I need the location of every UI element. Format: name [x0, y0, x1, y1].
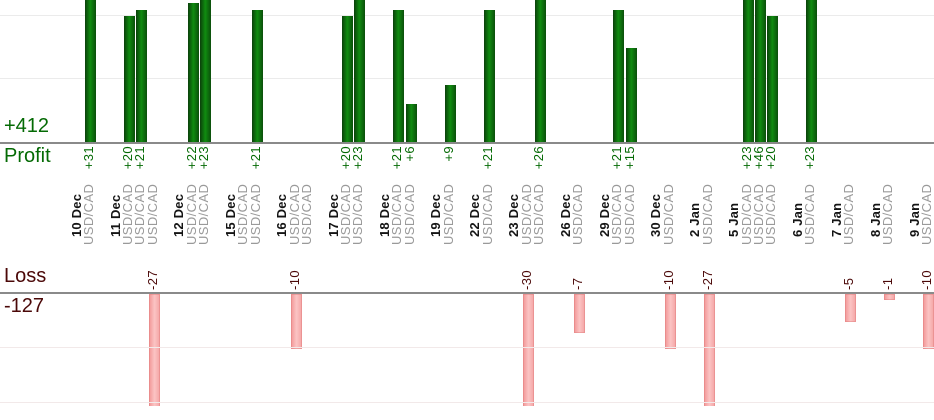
loss-plot-area — [0, 294, 934, 406]
profit-total: +412 — [4, 115, 50, 137]
trade-symbol-label: USD/CAD — [440, 183, 456, 245]
loss-value-label: -30 — [518, 270, 534, 290]
loss-bar — [290, 294, 302, 349]
profit-value-label: +31 — [80, 146, 96, 170]
trade-symbol-label: USD/CAD — [298, 183, 314, 245]
trade-symbol-label: USD/CAD — [401, 183, 417, 245]
loss-value-label: -10 — [286, 270, 302, 290]
profit-bar — [444, 85, 456, 142]
trade-symbol-label: USD/CAD — [660, 183, 676, 245]
profit-bar — [535, 0, 547, 142]
profit-value-label: +21 — [247, 146, 263, 170]
profit-plot-area — [0, 0, 934, 142]
profit-bar — [341, 16, 353, 142]
trade-symbol-label: USD/CAD — [144, 183, 160, 245]
trade-symbol-label: USD/CAD — [919, 183, 934, 245]
trade-symbol-label: USD/CAD — [841, 183, 857, 245]
profit-bar — [767, 16, 779, 142]
loss-axis-line — [0, 292, 934, 294]
loss-bar — [574, 294, 586, 333]
trade-symbol-label: USD/CAD — [621, 183, 637, 245]
trade-symbol-label: USD/CAD — [479, 183, 495, 245]
profit-value-label: +9 — [440, 146, 456, 162]
trade-symbol-label: USD/CAD — [350, 183, 366, 245]
profit-bar — [483, 9, 495, 142]
profit-bar — [625, 47, 637, 142]
trade-symbol-label: USD/CAD — [802, 183, 818, 245]
loss-value-label: -10 — [660, 270, 676, 290]
profit-bar — [84, 0, 96, 142]
profit-gridline — [0, 78, 934, 79]
profit-gridline — [0, 15, 934, 16]
loss-bar — [845, 294, 857, 322]
trade-symbol-label: USD/CAD — [699, 183, 715, 245]
profit-value-label: +23 — [196, 146, 212, 170]
profit-value-label: +23 — [350, 146, 366, 170]
profit-bar — [123, 16, 135, 142]
loss-value-label: -1 — [880, 277, 896, 290]
loss-value-label: -7 — [570, 277, 586, 290]
loss-bar — [148, 294, 160, 406]
loss-value-label: -27 — [699, 270, 715, 290]
loss-total: -127 — [4, 295, 45, 317]
profit-axis-line — [0, 142, 934, 144]
trade-symbol-label: USD/CAD — [247, 183, 263, 245]
profit-value-label: +23 — [802, 146, 818, 170]
loss-value-label: -27 — [144, 270, 160, 290]
profit-bar — [393, 9, 405, 142]
profit-bar — [742, 0, 754, 142]
trade-symbol-label: USD/CAD — [196, 183, 212, 245]
profit-value-label: +21 — [132, 146, 148, 170]
loss-gridline — [0, 402, 934, 403]
loss-bar — [664, 294, 676, 349]
profit-bar — [251, 9, 263, 142]
profit-value-label: +21 — [479, 146, 495, 170]
loss-bar — [522, 294, 534, 406]
trade-symbol-label: USD/CAD — [763, 183, 779, 245]
profit-bar — [613, 9, 625, 142]
loss-bar — [884, 294, 896, 300]
loss-bar — [703, 294, 715, 406]
profit-axis-label: Profit — [4, 145, 51, 167]
profit-value-label: +15 — [621, 146, 637, 170]
profit-bar — [754, 0, 766, 142]
profit-bar — [136, 9, 148, 142]
profit-value-label: +26 — [531, 146, 547, 170]
loss-gridline — [0, 347, 934, 348]
loss-bar — [923, 294, 934, 349]
profit-bar — [405, 104, 417, 142]
loss-value-label: -5 — [841, 277, 857, 290]
profit-bar — [200, 0, 212, 142]
loss-axis-label: Loss — [4, 265, 47, 287]
trade-symbol-label: USD/CAD — [880, 183, 896, 245]
trade-symbol-label: USD/CAD — [531, 183, 547, 245]
profit-value-label: +6 — [401, 146, 417, 162]
trade-symbol-label: USD/CAD — [80, 183, 96, 245]
profit-bar — [187, 3, 199, 142]
loss-value-label: -10 — [919, 270, 934, 290]
profit-value-label: +20 — [763, 146, 779, 170]
trade-symbol-label: USD/CAD — [570, 183, 586, 245]
profit-bar — [806, 0, 818, 142]
profit-bar — [354, 0, 366, 142]
